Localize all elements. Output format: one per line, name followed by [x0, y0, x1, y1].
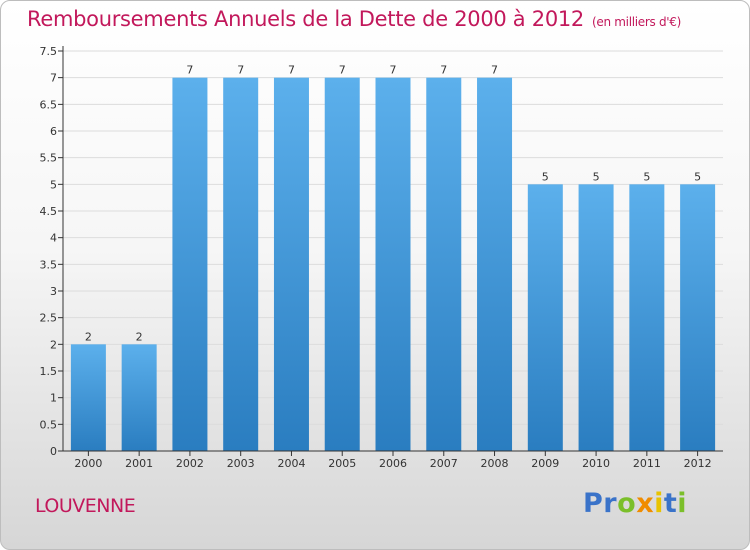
data-label: 7	[288, 64, 295, 77]
logo-letter: r	[603, 488, 618, 519]
y-tick-label: 2.5	[40, 312, 58, 325]
y-tick-label: 1	[50, 392, 57, 405]
data-label: 7	[491, 64, 498, 77]
bar-2006	[375, 77, 411, 452]
x-tick-label: 2009	[531, 457, 559, 470]
commune-name: LOUVENNE	[35, 495, 136, 517]
bars-layer: 2 2 7 7 7 7 7 7 7 5 5 5 5	[70, 64, 716, 452]
data-label: 5	[643, 170, 650, 183]
y-tick-label: 4.5	[40, 205, 58, 218]
y-tick-label: 2	[50, 338, 57, 351]
y-tick-label: 6.5	[40, 98, 58, 111]
data-label: 7	[390, 64, 397, 77]
y-tick-label: 7.5	[40, 45, 58, 58]
x-tick-label: 2001	[125, 457, 153, 470]
x-tick-label: 2003	[227, 457, 255, 470]
data-label: 7	[237, 64, 244, 77]
bar-2009	[527, 184, 563, 452]
x-tick-label: 2008	[481, 457, 509, 470]
x-tick-label: 2010	[582, 457, 610, 470]
x-tick-label: 2007	[430, 457, 458, 470]
bar-2001	[121, 344, 157, 451]
data-label: 7	[339, 64, 346, 77]
x-tick-label: 2005	[328, 457, 356, 470]
proxiti-logo[interactable]: Proxiti	[583, 488, 687, 519]
x-tick-label: 2012	[684, 457, 712, 470]
logo-letter: o	[617, 488, 637, 519]
logo-letter: t	[663, 488, 678, 519]
bar-2002	[172, 77, 208, 452]
axis-layer: 0 0.5 1 1.5 2 2.5 3 3.5 4 4.5 5 5.5 6 6.5 7 7.5 2000 2001…	[40, 45, 723, 470]
bar-2011	[629, 184, 665, 452]
y-tick-label: 0	[50, 445, 57, 458]
y-tick-label: 6	[50, 125, 57, 138]
bar-2007	[426, 77, 462, 452]
logo-letter: P	[583, 488, 604, 519]
x-tick-label: 2006	[379, 457, 407, 470]
data-label: 5	[593, 170, 600, 183]
bar-2012	[680, 184, 716, 452]
x-tick-label: 2000	[74, 457, 102, 470]
x-tick-label: 2011	[633, 457, 661, 470]
data-label: 7	[186, 64, 193, 77]
x-tick-label: 2004	[277, 457, 305, 470]
data-label: 2	[85, 330, 92, 343]
y-tick-label: 0.5	[40, 418, 58, 431]
bar-2010	[578, 184, 614, 452]
data-label: 2	[136, 330, 143, 343]
bar-2005	[324, 77, 360, 452]
chart-title-text: Remboursements Annuels de la Dette de 20…	[27, 7, 584, 31]
y-tick-label: 3.5	[40, 258, 58, 271]
y-tick-label: 5	[50, 178, 57, 191]
bar-2004	[273, 77, 309, 452]
data-label: 5	[542, 170, 549, 183]
x-tick-label: 2002	[176, 457, 204, 470]
logo-letter: i	[677, 488, 688, 519]
logo-letter: x	[636, 488, 655, 519]
data-label: 7	[440, 64, 447, 77]
bar-2008	[477, 77, 513, 452]
logo-letter: i	[654, 488, 664, 519]
y-tick-label: 4	[50, 232, 57, 245]
bar-2000	[70, 344, 106, 451]
chart-title: Remboursements Annuels de la Dette de 20…	[27, 7, 681, 31]
y-tick-label: 5.5	[40, 152, 58, 165]
y-tick-label: 1.5	[40, 365, 58, 378]
y-tick-label: 3	[50, 285, 57, 298]
data-label: 5	[694, 170, 701, 183]
y-tick-label: 7	[50, 72, 57, 85]
chart-subtitle: (en milliers d'€)	[592, 15, 682, 29]
bar-2003	[223, 77, 259, 452]
